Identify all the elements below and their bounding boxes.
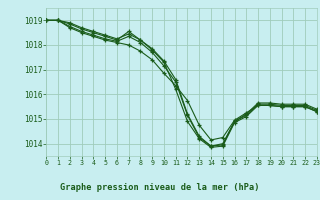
Text: Graphe pression niveau de la mer (hPa): Graphe pression niveau de la mer (hPa) bbox=[60, 183, 260, 192]
